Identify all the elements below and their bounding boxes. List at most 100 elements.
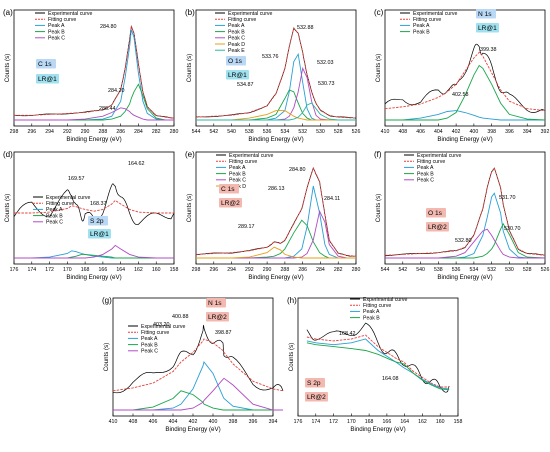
peak-annotation: 530.70 [504, 226, 521, 232]
series-line-peak-c [113, 377, 283, 411]
legend-entry: Peak B [417, 171, 434, 177]
sample-badge-bg [476, 23, 499, 33]
x-tick-label: 544 [192, 129, 201, 135]
sample-badge-bg [88, 229, 111, 239]
sample-badge: LR@2 [428, 224, 447, 231]
y-axis-label: Counts (s) [288, 343, 295, 372]
element-badge-bg [305, 378, 325, 388]
peak-annotation: 164.62 [128, 161, 145, 167]
legend-entry: Peak A [141, 336, 158, 342]
peak-annotation: 533.76 [262, 54, 279, 60]
legend-entry: Experimental curve [141, 324, 186, 330]
x-axis-label: Binding Energy (eV) [165, 426, 220, 433]
series-line-fitting-curve [14, 25, 175, 119]
x-tick-label: 400 [209, 419, 218, 425]
sample-badge-bg [219, 198, 242, 208]
x-tick-label: 526 [541, 267, 550, 273]
x-tick-label: 406 [416, 129, 425, 135]
x-axis-label: Binding Energy (eV) [350, 426, 405, 433]
peak-annotation: 532.88 [297, 25, 314, 31]
legend-entry: Peak A [46, 207, 63, 213]
x-tick-label: 280 [352, 267, 361, 273]
peak-annotation: 286.13 [268, 186, 285, 192]
x-tick-label: 176 [294, 419, 303, 425]
legend-entry: Fitting curve [46, 201, 74, 207]
x-tick-label: 544 [381, 267, 390, 273]
element-badge: C 1s [221, 186, 235, 193]
legend-entry: Peak B [141, 342, 158, 348]
x-tick-label: 410 [381, 129, 390, 135]
series-line-fitting-curve [195, 26, 357, 119]
plot-frame [297, 297, 459, 417]
y-axis-label: Counts (s) [4, 194, 11, 223]
x-tick-label: 292 [245, 267, 254, 273]
x-tick-label: 160 [436, 419, 445, 425]
x-tick-label: 526 [352, 129, 361, 135]
x-tick-label: 162 [134, 267, 143, 273]
panel-letter: (c) [374, 8, 384, 17]
legend-entry: Experimental curve [46, 195, 91, 201]
x-tick-label: 290 [81, 129, 90, 135]
sample-badge-bg [305, 392, 328, 402]
sample-badge: LR@1 [478, 25, 497, 32]
element-badge-bg [219, 184, 239, 194]
x-tick-label: 294 [227, 267, 236, 273]
legend-entry: Experimental curve [417, 153, 462, 159]
legend-entry: Experimental curve [363, 297, 408, 303]
x-tick-label: 296 [209, 267, 218, 273]
y-axis-label: Counts (s) [375, 54, 382, 83]
element-badge: N 1s [208, 300, 222, 307]
series-line-experimental-curve [196, 27, 357, 119]
panel-letter: (d) [3, 150, 13, 159]
legend-entry: Peak A [417, 165, 434, 171]
legend-entry: Peak A [48, 23, 65, 29]
x-tick-label: 160 [152, 267, 161, 273]
x-tick-label: 164 [116, 267, 125, 273]
x-tick-label: 532 [487, 267, 496, 273]
legend-entry: Peak C [48, 36, 65, 42]
series-line-peak-c [14, 244, 174, 259]
y-axis-label: Counts (s) [186, 54, 193, 83]
legend-entry: Experimental curve [229, 153, 274, 159]
peak-annotation: 532.03 [317, 60, 334, 66]
peak-annotation: 402.58 [452, 92, 469, 98]
legend-entry: Peak C [228, 36, 245, 42]
legend-entry: Peak B [228, 29, 245, 35]
plot-frame [112, 297, 274, 417]
xps-panel-1: 298 296 294 292 290 288 286 284 282 280 Binding En… [3, 8, 178, 143]
peak-annotation: 399.38 [480, 47, 497, 53]
series-line-fitting-curve [195, 166, 357, 257]
series-line-peak-b [385, 64, 546, 121]
x-tick-label: 536 [263, 129, 272, 135]
x-tick-label: 292 [63, 129, 72, 135]
x-tick-label: 290 [263, 267, 272, 273]
peak-annotation: 530.73 [318, 81, 335, 87]
legend-entry: Fitting curve [413, 17, 441, 23]
element-badge: S 2p [90, 218, 104, 225]
xps-panel-6: 544 542 540 538 536 534 532 530 528 526 Binding En… [374, 150, 549, 281]
x-tick-label: 538 [434, 267, 443, 273]
x-tick-label: 172 [329, 419, 338, 425]
series-line-peak-b [196, 219, 356, 259]
x-tick-label: 406 [149, 419, 158, 425]
series-line-peak-b [306, 342, 450, 391]
x-tick-label: 530 [505, 267, 514, 273]
element-badge-bg [206, 298, 226, 308]
legend-entry: Peak A [228, 23, 245, 29]
legend-entry: Peak B [46, 213, 63, 219]
legend-entry: Fitting curve [363, 303, 391, 309]
x-tick-label: 168 [365, 419, 374, 425]
xps-panel-3: 410 408 406 404 402 400 398 396 394 392 Binding En… [374, 8, 549, 143]
element-badge: O 1s [228, 58, 243, 65]
series-line-fitting-curve [384, 51, 546, 112]
x-tick-label: 170 [347, 419, 356, 425]
x-tick-label: 396 [249, 419, 258, 425]
element-badge: N 1s [478, 11, 492, 18]
legend-entry: Peak B [229, 171, 246, 177]
x-tick-label: 534 [281, 129, 290, 135]
legend-entry: Peak C [141, 349, 158, 355]
